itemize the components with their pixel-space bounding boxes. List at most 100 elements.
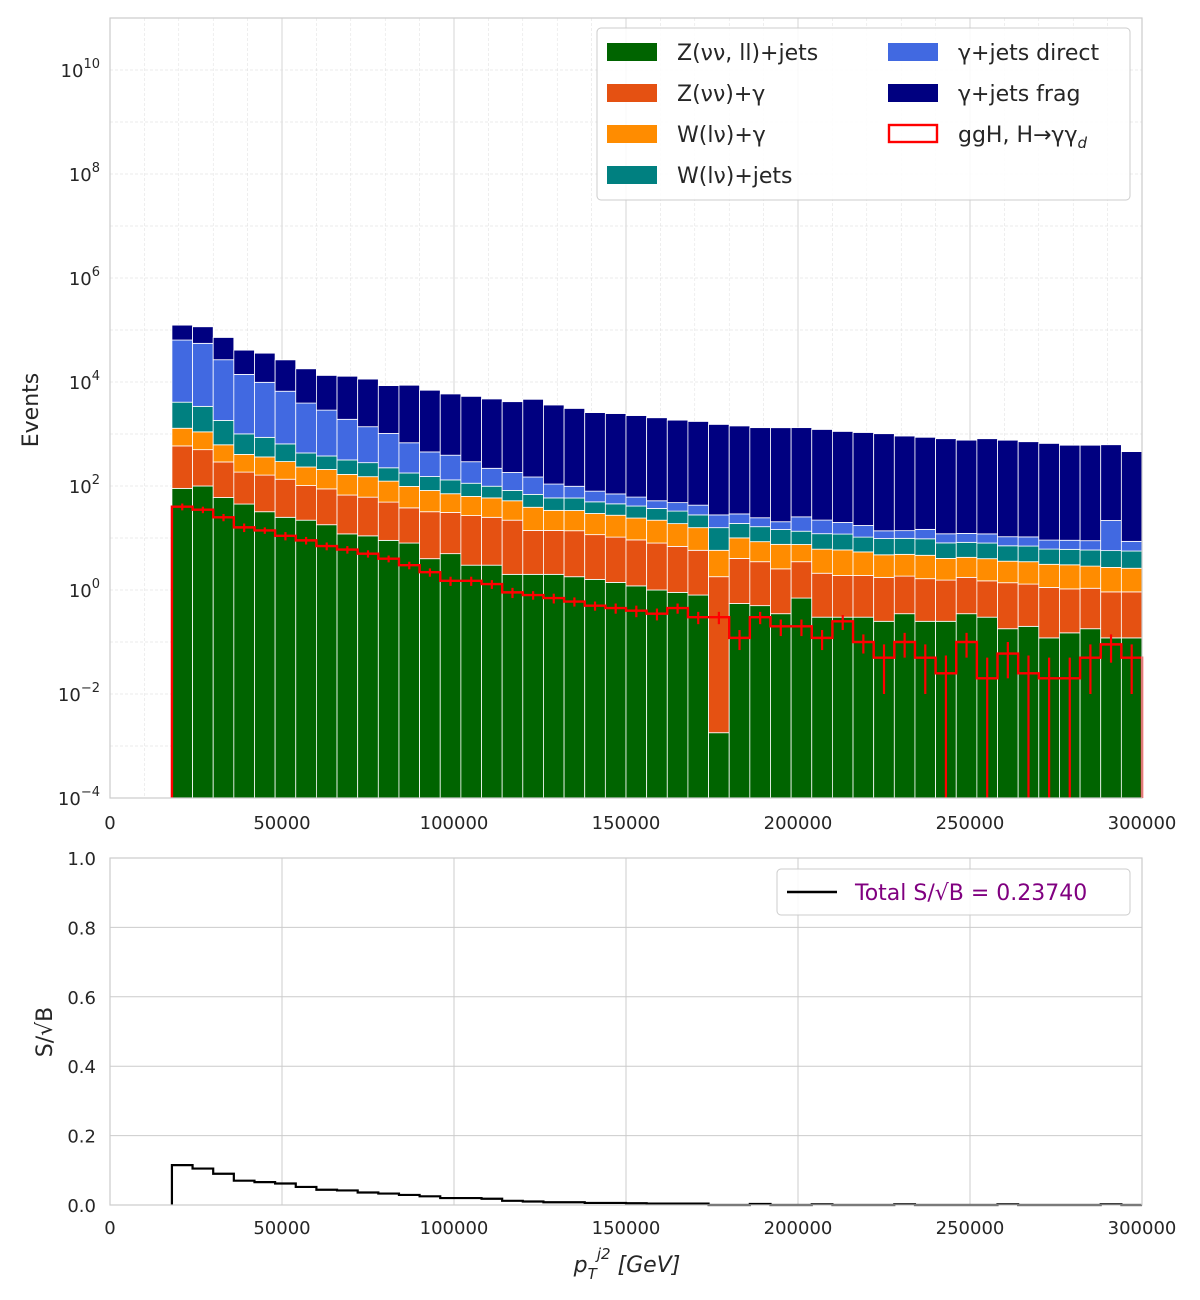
bar-Z(νν, ll)+jets	[357, 535, 379, 799]
bar-W(lν)+γ	[336, 474, 359, 496]
bar-W(lν)+jets	[728, 523, 751, 539]
legend-item-gjets-frag: γ+jets frag	[888, 82, 1080, 107]
legend-label-total: Total S/√B = 0.23740	[854, 881, 1087, 906]
bar-W(lν)+jets	[522, 493, 544, 508]
bar-W(lν)+jets	[873, 538, 895, 556]
bar-γ+jets direct	[790, 516, 813, 532]
bar-γ+jets direct	[687, 504, 709, 516]
bar-W(lν)+γ	[501, 500, 524, 521]
bar-γ+jets frag	[377, 385, 400, 434]
bar-Z(νν)+γ	[1059, 588, 1081, 634]
bar-W(lν)+γ	[873, 554, 895, 578]
bar-Z(νν)+γ	[563, 530, 586, 578]
bar-Z(νν)+γ	[274, 478, 297, 518]
bar-Z(νν)+γ	[666, 545, 689, 593]
bar-Z(νν)+γ	[419, 511, 441, 560]
bar-γ+jets frag	[336, 375, 359, 420]
bar-γ+jets frag	[357, 378, 379, 428]
bar-γ+jets frag	[481, 398, 503, 469]
bar-Z(νν)+γ	[1100, 591, 1122, 639]
legend-swatch-zgamma	[607, 84, 657, 102]
legend-label-gjets-frag: γ+jets frag	[958, 82, 1080, 107]
bar-γ+jets direct	[254, 381, 276, 438]
bar-W(lν)+γ	[955, 556, 978, 578]
bar-γ+jets direct	[522, 476, 544, 495]
bar-γ+jets frag	[1017, 441, 1040, 538]
bar-γ+jets frag	[852, 432, 875, 526]
bar-Z(νν)+γ	[811, 572, 833, 618]
top-y-tick-label: 10−4	[58, 785, 100, 810]
bar-γ+jets direct	[357, 426, 379, 464]
bar-W(lν)+γ	[419, 490, 441, 513]
bar-W(lν)+jets	[1079, 549, 1102, 567]
bar-γ+jets direct	[811, 519, 833, 535]
bar-γ+jets frag	[315, 375, 338, 411]
legend-swatch-zjets	[607, 43, 657, 61]
bar-Z(νν)+γ	[770, 568, 792, 615]
top-y-tick-label: 106	[69, 265, 100, 290]
top-y-tick-label: 108	[69, 161, 100, 186]
bar-Z(νν, ll)+jets	[419, 558, 441, 799]
bar-γ+jets frag	[811, 429, 833, 521]
bar-Z(νν, ll)+jets	[295, 519, 317, 799]
bar-W(lν)+jets	[770, 529, 792, 545]
bar-W(lν)+jets	[192, 405, 214, 433]
bar-γ+jets frag	[522, 398, 544, 478]
bar-W(lν)+jets	[357, 462, 379, 478]
bar-W(lν)+jets	[790, 530, 813, 545]
bar-γ+jets frag	[254, 352, 276, 383]
bar-γ+jets direct	[501, 472, 524, 491]
bar-γ+jets direct	[192, 342, 214, 407]
top-y-axis-label: Events	[19, 373, 44, 448]
signal-step-line	[170, 505, 1144, 798]
bar-W(lν)+jets	[460, 482, 482, 497]
bar-W(lν)+jets	[1100, 550, 1122, 568]
bottom-y-tick-label: 0.2	[67, 1127, 96, 1148]
legend-label-signal: ggH, H→γγd	[958, 123, 1087, 152]
bar-W(lν)+γ	[1120, 567, 1143, 593]
legend-swatch-wgamma	[607, 125, 657, 143]
bar-γ+jets frag	[171, 324, 193, 341]
bar-W(lν)+γ	[295, 466, 317, 486]
bar-γ+jets direct	[708, 514, 730, 529]
bar-Z(νν)+γ	[295, 485, 317, 521]
bar-γ+jets direct	[997, 536, 1019, 547]
legend-label-zgamma: Z(νν)+γ	[677, 82, 765, 107]
bar-W(lν)+jets	[625, 505, 648, 519]
top-x-tick-label: 250000	[936, 813, 1005, 834]
bar-γ+jets frag	[687, 421, 709, 506]
bar-W(lν)+γ	[914, 554, 937, 580]
bar-γ+jets frag	[1038, 443, 1060, 541]
bar-W(lν)+γ	[852, 551, 875, 576]
bar-Z(νν, ll)+jets	[460, 564, 482, 799]
bar-Z(νν)+γ	[254, 474, 276, 513]
bar-W(lν)+γ	[1017, 561, 1040, 585]
bar-W(lν)+γ	[377, 480, 400, 503]
bar-γ+jets direct	[1100, 520, 1122, 552]
top-y-tick-label: 10−2	[58, 681, 100, 706]
bar-W(lν)+γ	[687, 527, 709, 551]
bar-γ+jets direct	[336, 418, 359, 461]
bar-W(lν)+γ	[997, 560, 1019, 584]
bottom-x-tick-label: 0	[104, 1218, 115, 1239]
bar-W(lν)+jets	[171, 401, 193, 429]
bar-γ+jets frag	[873, 433, 895, 532]
bottom-x-ticks: 0 50000 100000 150000 200000 250000 300000	[104, 1218, 1176, 1239]
bar-W(lν)+jets	[233, 433, 255, 455]
bottom-plot-frame	[109, 857, 1143, 1206]
bar-Z(νν)+γ	[708, 576, 730, 734]
bar-Z(νν)+γ	[1017, 583, 1040, 627]
bar-γ+jets frag	[1100, 444, 1122, 521]
bar-W(lν)+jets	[852, 536, 875, 553]
bar-W(lν)+jets	[955, 541, 978, 558]
bar-W(lν)+γ	[315, 469, 338, 490]
bar-Z(νν)+γ	[336, 494, 359, 535]
top-y-tick-label: 104	[69, 369, 100, 394]
bar-γ+jets frag	[1079, 444, 1102, 542]
bar-Z(νν, ll)+jets	[563, 576, 586, 799]
bar-W(lν)+γ	[976, 558, 998, 582]
bar-Z(νν, ll)+jets	[481, 564, 503, 799]
bar-W(lν)+γ	[749, 541, 771, 563]
bar-Z(νν)+γ	[873, 576, 895, 622]
bar-W(lν)+jets	[666, 510, 689, 525]
